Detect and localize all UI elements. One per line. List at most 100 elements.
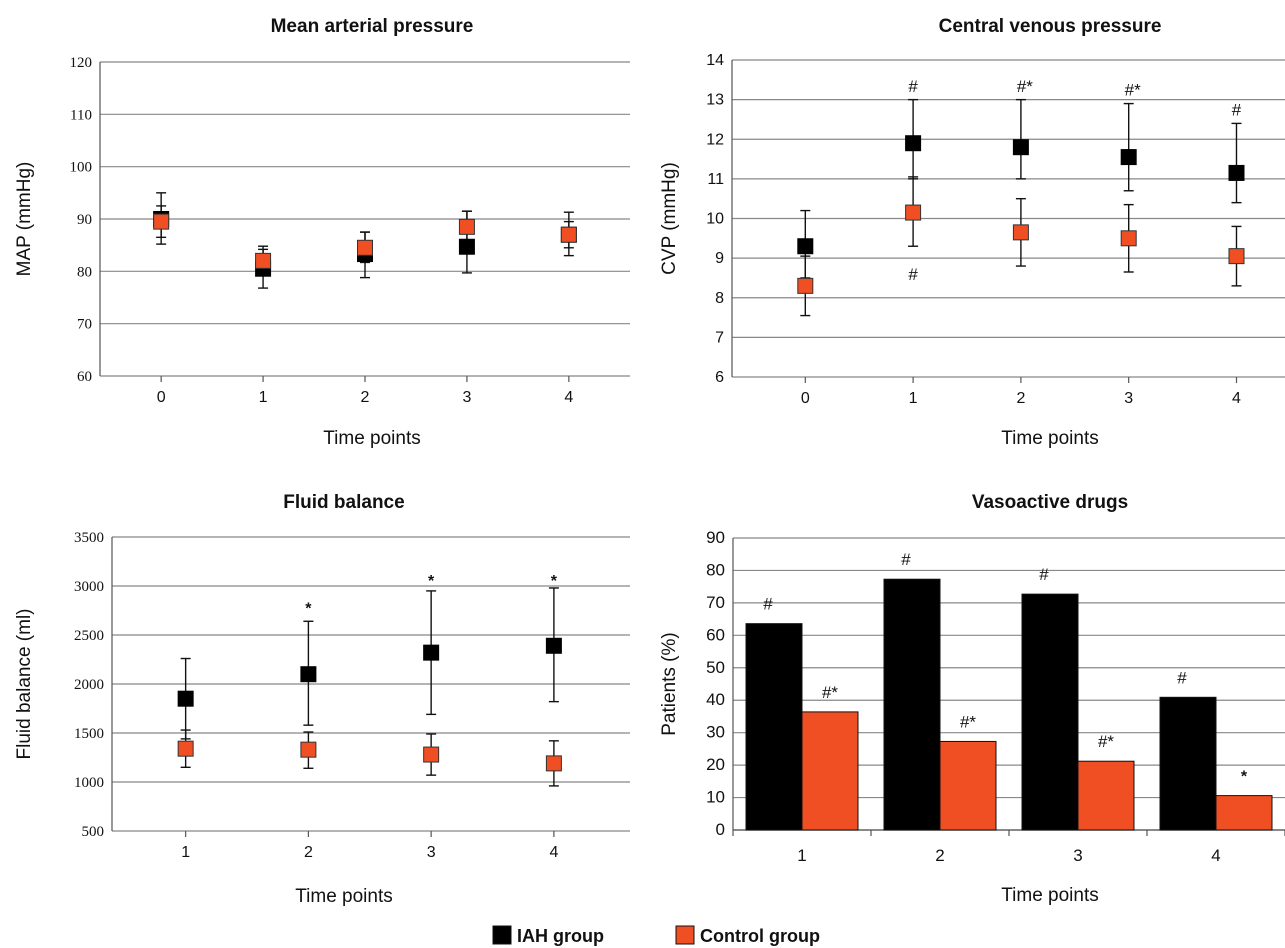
y-tick-label: 1000 (74, 775, 104, 791)
control-point (300, 741, 317, 758)
x-tick-label: 2 (361, 389, 370, 406)
x-tick-label: 4 (564, 389, 573, 406)
significance-marker: # (1177, 668, 1187, 687)
control-point (1120, 230, 1137, 247)
y-tick-label: 2500 (74, 628, 104, 644)
chart-title: Mean arterial pressure (271, 16, 474, 37)
y-tick-label: 0 (716, 820, 725, 839)
iah-bar (745, 623, 803, 831)
y-tick-label: 30 (706, 723, 725, 742)
chart-title: Fluid balance (283, 492, 404, 513)
y-tick-label: 3500 (74, 530, 104, 546)
y-axis-label: Patients (%) (659, 632, 680, 735)
y-tick-label: 70 (706, 593, 725, 612)
y-tick-label: 7 (715, 329, 724, 346)
significance-marker: # (901, 550, 911, 569)
x-tick-label: 4 (1232, 390, 1241, 407)
chart-title: Central venous pressure (939, 16, 1162, 37)
iah-bar (883, 578, 941, 831)
y-tick-label: 11 (707, 171, 724, 188)
x-tick-label: 4 (1211, 846, 1220, 865)
x-tick-label: 3 (1124, 390, 1133, 407)
y-tick-label: 80 (77, 264, 92, 280)
y-tick-label: 10 (706, 788, 725, 807)
significance-marker: # (763, 595, 773, 614)
significance-marker: #* (1098, 732, 1114, 751)
x-tick-label: 3 (427, 844, 436, 861)
control-point (255, 252, 272, 269)
y-tick-label: 60 (77, 369, 92, 385)
y-tick-label: 80 (706, 560, 725, 579)
x-axis-label: Time points (1001, 428, 1099, 449)
y-tick-label: 8 (715, 290, 724, 307)
control-bar (939, 740, 997, 831)
y-tick-label: 40 (706, 690, 725, 709)
control-point (797, 277, 814, 294)
y-tick-label: 90 (706, 528, 725, 547)
x-tick-label: 4 (549, 844, 558, 861)
cvp-chart: Central venous pressure67891011121314Tim… (659, 16, 1285, 449)
control-bar (1077, 760, 1135, 831)
y-tick-label: 13 (706, 92, 724, 109)
significance-marker: #* (1017, 77, 1033, 96)
legend-iah-label: IAH group (517, 926, 604, 946)
y-tick-label: 14 (706, 52, 724, 69)
chart-title: Vasoactive drugs (972, 492, 1128, 513)
control-point (545, 755, 562, 772)
legend-iah-swatch (492, 925, 512, 945)
control-point (1012, 224, 1029, 241)
x-tick-label: 2 (935, 846, 944, 865)
x-axis-label: Time points (295, 886, 393, 907)
y-tick-label: 10 (706, 211, 724, 228)
x-tick-label: 2 (1016, 390, 1025, 407)
iah-point (905, 135, 922, 152)
y-tick-label: 90 (77, 212, 92, 228)
iah-point (458, 238, 475, 255)
control-point (1228, 248, 1245, 265)
y-tick-label: 60 (706, 625, 725, 644)
y-tick-label: 20 (706, 755, 725, 774)
iah-point (177, 690, 194, 707)
significance-marker: #* (822, 683, 838, 702)
map-chart: Mean arterial pressure60708090100110120T… (14, 16, 630, 449)
y-tick-label: 2000 (74, 677, 104, 693)
x-tick-label: 3 (1073, 846, 1082, 865)
y-tick-label: 70 (77, 317, 92, 333)
iah-point (1012, 139, 1029, 156)
control-point (458, 218, 475, 235)
iah-bar (1159, 696, 1217, 831)
iah-point (1228, 164, 1245, 181)
x-tick-label: 1 (181, 844, 190, 861)
x-tick-label: 0 (157, 389, 166, 406)
y-tick-label: 3000 (74, 579, 104, 595)
significance-marker: #* (1125, 81, 1141, 100)
x-axis-label: Time points (1001, 885, 1099, 906)
y-tick-label: 9 (715, 250, 724, 267)
x-axis-label: Time points (323, 428, 421, 449)
control-point (177, 740, 194, 757)
control-point (905, 204, 922, 221)
iah-bar (1021, 593, 1079, 831)
iah-point (423, 644, 440, 661)
x-tick-label: 1 (259, 389, 268, 406)
y-tick-label: 120 (70, 55, 93, 71)
significance-marker: * (1241, 769, 1248, 786)
legend-control-swatch (675, 925, 695, 945)
y-tick-label: 1500 (74, 726, 104, 742)
y-tick-label: 6 (715, 369, 724, 386)
significance-marker: * (305, 601, 312, 618)
control-point (153, 213, 170, 230)
vaso-chart: Vasoactive drugs 0 10 20 30 40 50 60 70 80 90 Time … (659, 492, 1285, 906)
significance-marker: # (1232, 101, 1242, 120)
y-axis-label: MAP (mmHg) (14, 162, 35, 277)
iah-point (300, 666, 317, 683)
x-tick-label: 1 (909, 390, 918, 407)
x-tick-label: 0 (801, 390, 810, 407)
significance-marker: * (428, 573, 435, 590)
control-point (560, 226, 577, 243)
y-tick-label: 12 (706, 131, 724, 148)
y-tick-label: 50 (706, 658, 725, 677)
y-tick-label: 100 (70, 160, 93, 176)
y-tick-label: 110 (70, 107, 92, 123)
